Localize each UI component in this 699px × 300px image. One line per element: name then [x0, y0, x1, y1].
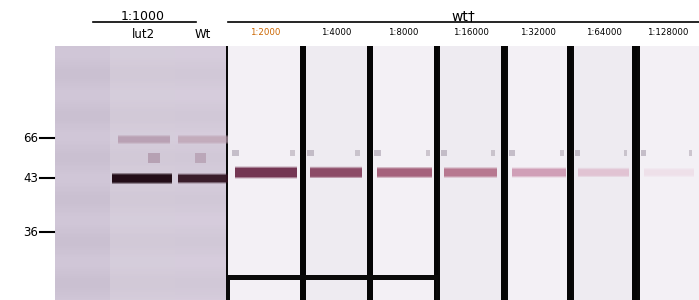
Text: Wt: Wt — [195, 28, 211, 41]
Text: 1:8000: 1:8000 — [388, 28, 418, 37]
Text: 1:2000: 1:2000 — [250, 28, 280, 37]
Text: 1:16000: 1:16000 — [453, 28, 489, 37]
Text: 1:64000: 1:64000 — [586, 28, 622, 37]
Text: 1:128000: 1:128000 — [647, 28, 689, 37]
Text: 1:1000: 1:1000 — [121, 10, 165, 23]
Text: 36: 36 — [23, 226, 38, 238]
Text: 66: 66 — [23, 131, 38, 145]
Text: 1:32000: 1:32000 — [520, 28, 556, 37]
Text: wt†: wt† — [451, 10, 475, 24]
Text: 1:4000: 1:4000 — [321, 28, 351, 37]
Text: 43: 43 — [23, 172, 38, 184]
Text: lut2: lut2 — [131, 28, 154, 41]
